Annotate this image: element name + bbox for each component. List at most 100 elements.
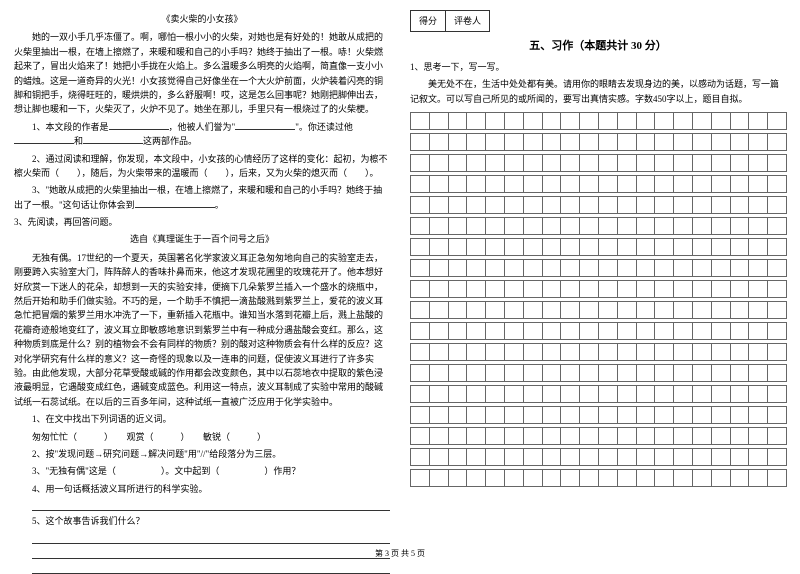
grid-cell [692,217,712,235]
grid-cell [692,469,712,487]
grid-cell [654,133,674,151]
grid-cell [673,112,693,130]
grid-cell [598,259,618,277]
grid-cell [579,112,599,130]
grid-cell [617,385,637,403]
grid-cell [654,238,674,256]
grid-cell [692,385,712,403]
q1-text-a: 1、本文段的作者是 [32,122,109,132]
grid-cell [410,217,430,235]
grid-cell [654,469,674,487]
grid-cell [617,217,637,235]
grid-cell [673,406,693,424]
grid-cell [504,112,524,130]
question-3-5: 5、这个故事告诉我们什么？ [14,514,390,528]
grid-cell [767,448,787,466]
grid-cell [636,322,656,340]
grid-cell [579,322,599,340]
grid-cell [466,469,486,487]
grid-cell [636,469,656,487]
grid-cell [711,343,731,361]
grid-cell [748,343,768,361]
grid-cell [711,364,731,382]
grid-cell [654,301,674,319]
grid-row [410,364,786,381]
grid-cell [523,322,543,340]
question-1: 1、本文段的作者是，他被人们誉为""。你还读过他和这两部作品。 [14,120,390,149]
grid-cell [542,133,562,151]
grid-cell [504,175,524,193]
grid-cell [636,280,656,298]
grid-cell [542,469,562,487]
grid-cell [748,112,768,130]
grid-cell [560,238,580,256]
grid-cell [636,406,656,424]
grid-cell [504,280,524,298]
grid-cell [466,406,486,424]
grid-cell [429,448,449,466]
grid-cell [410,322,430,340]
grid-cell [673,364,693,382]
grid-cell [711,322,731,340]
grid-cell [654,175,674,193]
grid-cell [466,238,486,256]
grid-cell [748,301,768,319]
grid-cell [617,343,637,361]
grid-cell [767,301,787,319]
grid-cell [692,175,712,193]
question-3-2: 2、按"发现问题→研究问题→解决问题"用"//"给段落分为三层。 [14,447,390,461]
grid-cell [617,406,637,424]
grid-cell [767,175,787,193]
grid-cell [598,112,618,130]
grid-cell [485,427,505,445]
grid-row [410,133,786,150]
writing-prompt: 美无处不在，生活中处处都有美。请用你的眼睛去发现身边的美，以感动为话题，写一篇记… [410,77,786,106]
grid-cell [466,448,486,466]
grid-cell [730,133,750,151]
grid-cell [673,238,693,256]
grid-cell [542,259,562,277]
grid-cell [767,280,787,298]
grid-cell [598,217,618,235]
grid-cell [692,343,712,361]
grid-cell [673,322,693,340]
grid-cell [617,175,637,193]
blank [235,121,295,130]
question-3-1: 1、在文中找出下列词语的近义词。 [14,412,390,426]
grid-cell [636,133,656,151]
grid-cell [429,301,449,319]
grid-cell [466,364,486,382]
grid-cell [504,385,524,403]
grid-cell [748,364,768,382]
grid-cell [767,196,787,214]
grid-row [410,238,786,255]
grid-cell [654,385,674,403]
q1-text-c: "。你还读过他 [295,122,353,132]
grid-cell [617,133,637,151]
grid-cell [711,280,731,298]
grid-cell [730,301,750,319]
grid-cell [410,133,430,151]
grid-row [410,427,786,444]
grid-cell [711,427,731,445]
grid-cell [542,301,562,319]
grid-cell [523,469,543,487]
grid-cell [730,364,750,382]
grid-cell [673,154,693,172]
question-2: 2、通过阅读和理解，你发现，本文段中，小女孩的心情经历了这样的变化：起初，为檫不… [14,152,390,181]
grid-cell [730,175,750,193]
grid-cell [448,343,468,361]
grid-cell [748,448,768,466]
grid-cell [448,238,468,256]
grid-cell [466,196,486,214]
grid-cell [523,217,543,235]
grid-cell [579,175,599,193]
grid-cell [410,196,430,214]
grid-cell [748,385,768,403]
grid-cell [504,301,524,319]
grid-cell [617,238,637,256]
grid-cell [730,217,750,235]
blank [109,121,169,130]
grid-cell [448,385,468,403]
grid-cell [523,301,543,319]
